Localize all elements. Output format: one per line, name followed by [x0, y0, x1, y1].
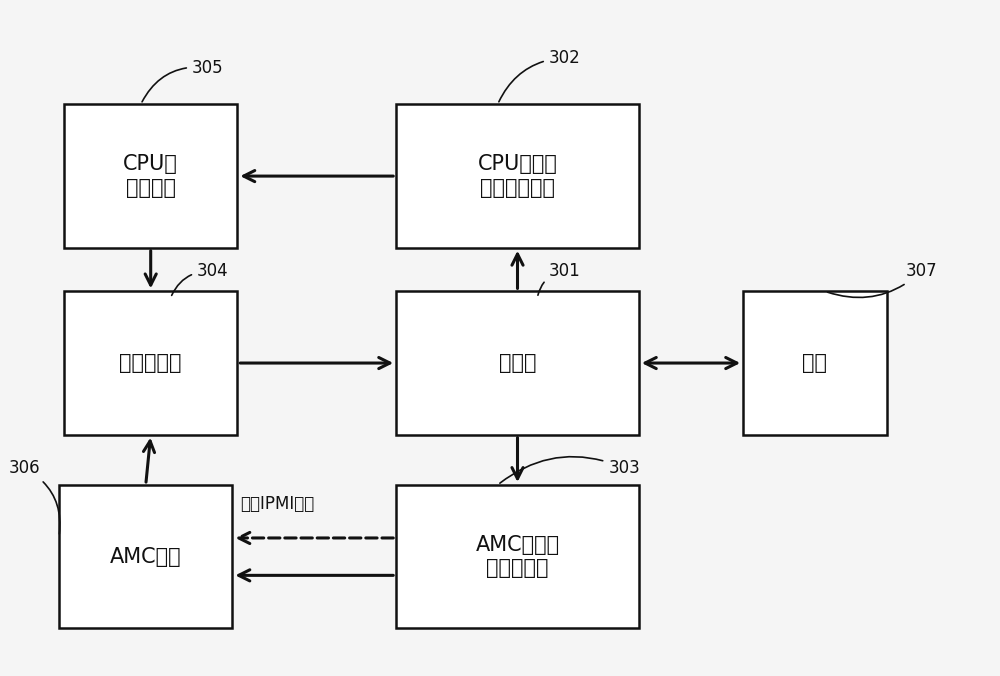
Text: 301: 301 [538, 262, 580, 295]
Text: 305: 305 [142, 59, 224, 102]
Text: AMC模块: AMC模块 [110, 547, 182, 566]
FancyBboxPatch shape [396, 485, 639, 629]
FancyBboxPatch shape [743, 291, 887, 435]
Text: 307: 307 [827, 262, 937, 297]
Text: 功率传感器: 功率传感器 [119, 353, 182, 373]
Text: CPU和
内存模块: CPU和 内存模块 [123, 155, 178, 197]
Text: AMC模块电
源使能开关: AMC模块电 源使能开关 [475, 535, 560, 578]
Text: 单片机: 单片机 [499, 353, 536, 373]
Text: 304: 304 [172, 262, 228, 295]
FancyBboxPatch shape [64, 291, 237, 435]
Text: 306: 306 [8, 459, 60, 534]
Text: 303: 303 [500, 457, 640, 483]
FancyBboxPatch shape [396, 291, 639, 435]
FancyBboxPatch shape [59, 485, 232, 629]
FancyBboxPatch shape [396, 104, 639, 248]
Text: CPU和内存
频率控制模块: CPU和内存 频率控制模块 [478, 155, 557, 197]
Text: 302: 302 [499, 49, 580, 102]
FancyBboxPatch shape [64, 104, 237, 248]
Text: 终端: 终端 [802, 353, 827, 373]
Text: 标准IPMI数据: 标准IPMI数据 [240, 495, 314, 513]
